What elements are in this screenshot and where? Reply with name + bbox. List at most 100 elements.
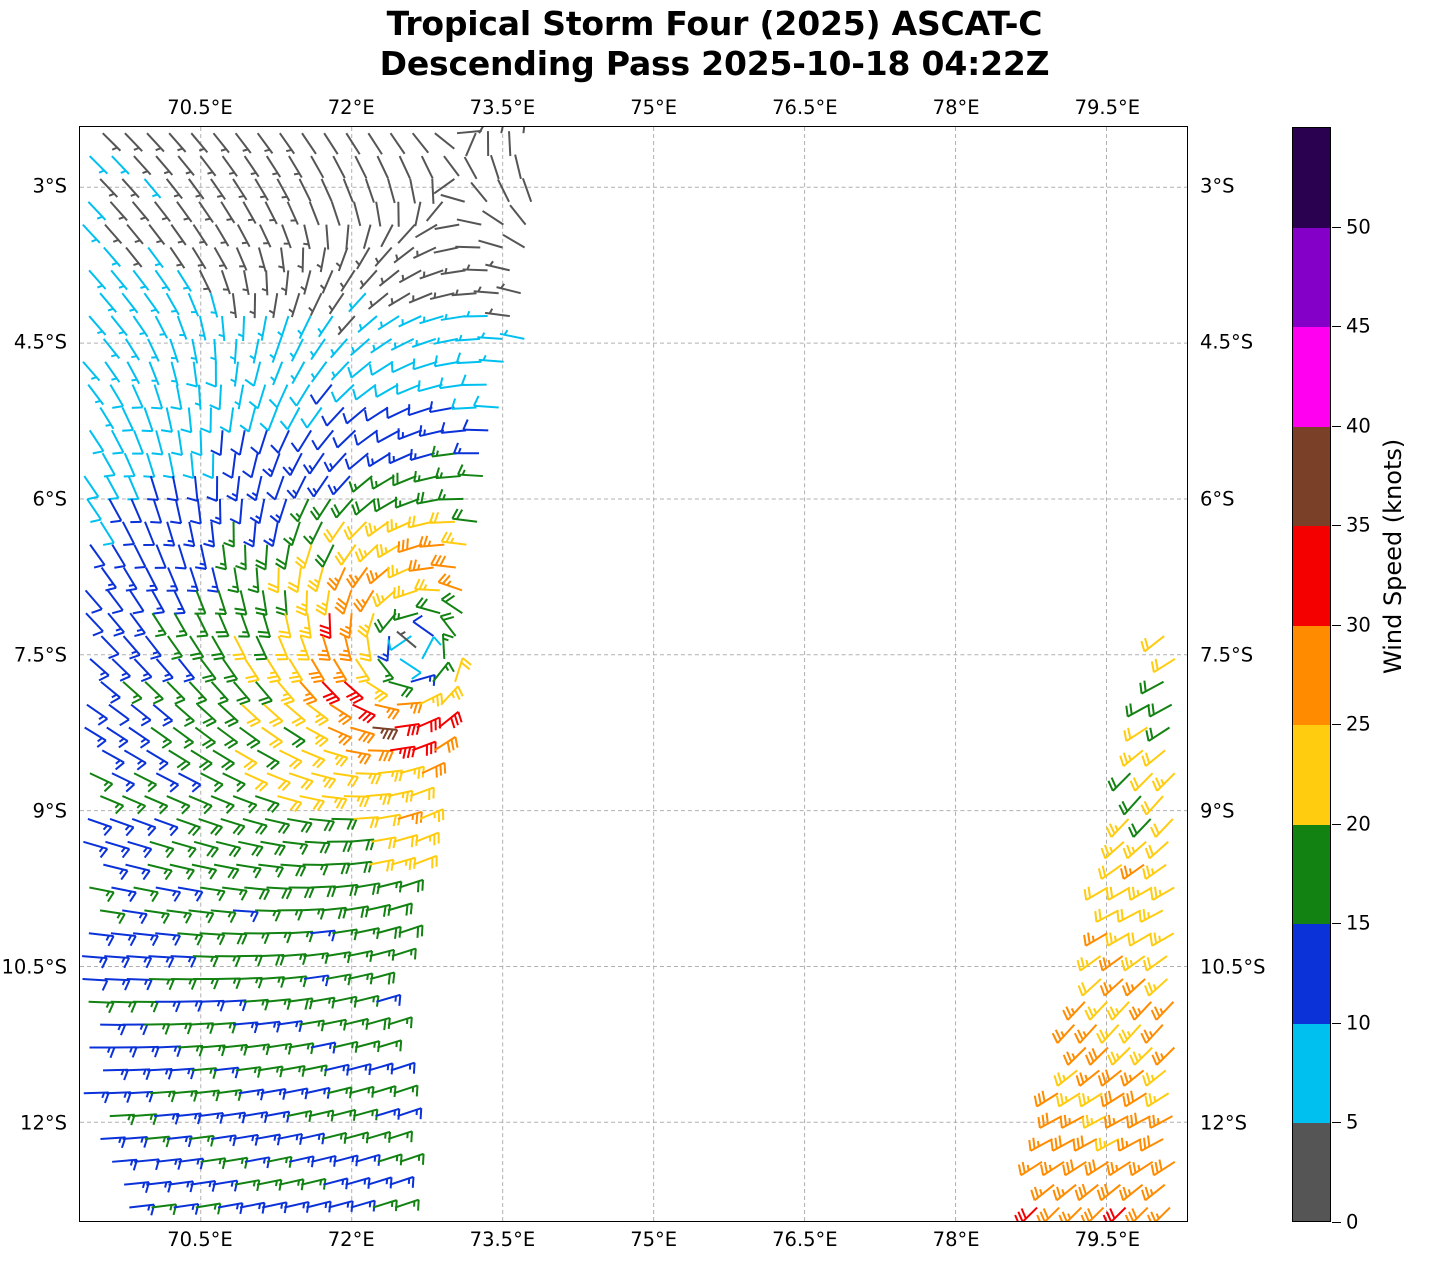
- wind-barb: [236, 224, 251, 248]
- wind-barb: [99, 292, 117, 313]
- wind-barb: [212, 132, 230, 154]
- wind-barb: [222, 1156, 249, 1169]
- wind-barb: [210, 1021, 237, 1034]
- wind-barb: [433, 736, 459, 753]
- wind-barb: [166, 795, 191, 815]
- wind-barb: [262, 452, 281, 478]
- wind-barb: [232, 1021, 259, 1034]
- wind-barb: [174, 703, 195, 727]
- wind-barb: [387, 1130, 413, 1143]
- wind-barb: [1144, 978, 1169, 997]
- wind-barb: [308, 201, 320, 226]
- wind-barb: [347, 972, 374, 985]
- wind-barb: [352, 383, 377, 401]
- wind-barb: [133, 1045, 160, 1058]
- wind-barb: [155, 772, 180, 793]
- wind-barb: [1148, 1114, 1173, 1129]
- wind-barb: [234, 1179, 261, 1192]
- wind-barb: [1140, 635, 1165, 653]
- colorbar-tick-label: 45: [1346, 314, 1371, 338]
- wind-barb: [186, 567, 199, 593]
- wind-barb: [243, 932, 270, 945]
- wind-barb: [305, 726, 329, 748]
- wind-barb: [497, 178, 510, 203]
- wind-barb: [87, 384, 105, 406]
- wind-barb: [345, 566, 369, 589]
- x-tick-label-top: 78°E: [932, 96, 980, 119]
- wind-barb: [122, 909, 148, 925]
- wind-barb: [99, 521, 115, 546]
- wind-barb: [374, 703, 400, 720]
- wind-barb: [485, 260, 510, 272]
- wind-barb: [173, 612, 188, 638]
- wind-barb: [153, 201, 171, 223]
- wind-barb: [372, 726, 399, 741]
- y-tick-label-right: 10.5°S: [1200, 955, 1266, 979]
- wind-barb: [236, 863, 262, 879]
- wind-barb: [330, 201, 341, 226]
- wind-barb: [429, 511, 455, 524]
- wind-barb: [390, 856, 417, 871]
- wind-barb: [286, 475, 307, 499]
- wind-barb: [375, 543, 401, 559]
- wind-barb: [319, 269, 334, 294]
- wind-barb: [198, 1112, 225, 1124]
- wind-barb: [88, 269, 107, 290]
- wind-barb: [304, 840, 331, 854]
- wind-barb: [354, 1040, 381, 1053]
- wind-barb: [438, 711, 463, 729]
- wind-barb: [186, 475, 199, 502]
- wind-barb: [455, 334, 481, 342]
- wind-barb: [133, 155, 152, 176]
- wind-barb: [419, 808, 445, 822]
- wind-barb: [326, 567, 347, 591]
- wind-barb: [144, 795, 169, 815]
- y-tick-label-left: 7.5°S: [13, 643, 67, 667]
- wind-barb: [421, 636, 442, 660]
- wind-barb: [232, 681, 251, 706]
- wind-barb: [103, 246, 121, 268]
- wind-barb: [455, 352, 482, 365]
- wind-barb: [373, 612, 397, 634]
- wind-barb: [132, 1000, 159, 1013]
- colorbar-band: [1293, 625, 1330, 726]
- x-tick-label-bottom: 79.5°E: [1074, 1228, 1141, 1251]
- wind-barb: [303, 952, 330, 965]
- wind-barb: [156, 1158, 183, 1170]
- colorbar-band: [1293, 1123, 1330, 1221]
- wind-barb: [109, 817, 135, 837]
- wind-barb: [163, 521, 176, 547]
- wind-barb: [396, 630, 417, 649]
- wind-barb: [327, 726, 352, 746]
- wind-barb: [323, 452, 347, 473]
- wind-barb: [189, 498, 202, 525]
- wind-barb: [210, 681, 229, 706]
- wind-barb: [196, 703, 217, 728]
- wind-barb: [195, 612, 209, 638]
- wind-barb: [195, 1202, 222, 1215]
- wind-barb: [1014, 1206, 1038, 1221]
- wind-barb: [310, 885, 337, 898]
- wind-barb: [1103, 1114, 1129, 1129]
- wind-barb: [1105, 932, 1130, 947]
- wind-barb: [345, 749, 372, 765]
- wind-barb: [87, 817, 113, 837]
- wind-barb: [376, 880, 403, 893]
- wind-barb: [440, 313, 466, 321]
- wind-barb: [261, 726, 283, 749]
- wind-barb: [428, 401, 455, 414]
- wind-barb: [394, 496, 420, 509]
- wind-barb: [222, 886, 248, 901]
- wind-barb: [104, 955, 131, 969]
- wind-barb: [150, 726, 173, 749]
- wind-barb: [260, 1088, 287, 1100]
- wind-barb: [412, 246, 437, 259]
- wind-barb: [282, 452, 303, 477]
- wind-barb: [263, 521, 279, 548]
- wind-barb: [332, 883, 359, 897]
- wind-barb: [124, 338, 141, 361]
- y-tick-label-right: 7.5°S: [1200, 643, 1254, 667]
- wind-barb: [265, 931, 292, 944]
- wind-barb: [429, 292, 455, 301]
- wind-barb: [144, 1135, 171, 1148]
